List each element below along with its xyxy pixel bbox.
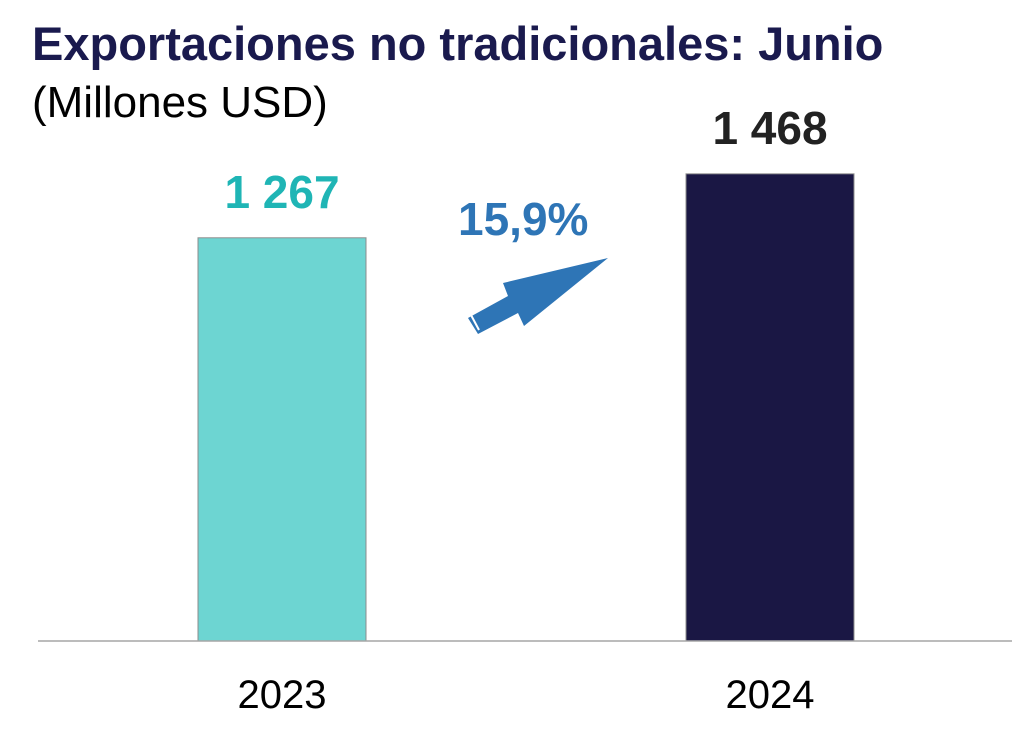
bar-2024 (685, 173, 855, 642)
x-tick-label-2024: 2024 (726, 673, 815, 717)
data-label-2023: 1 267 (224, 166, 339, 218)
x-tick-label-2023: 2023 (238, 673, 327, 717)
data-label-2024: 1 468 (712, 102, 827, 154)
growth-arrow (465, 258, 608, 334)
growth-arrow-icon (468, 258, 608, 334)
chart-title: Exportaciones no tradicionales: Junio (32, 17, 884, 70)
bar-2023 (197, 237, 367, 642)
growth-percentage-label: 15,9% (458, 193, 588, 245)
chart-subtitle: (Millones USD) (32, 78, 328, 127)
